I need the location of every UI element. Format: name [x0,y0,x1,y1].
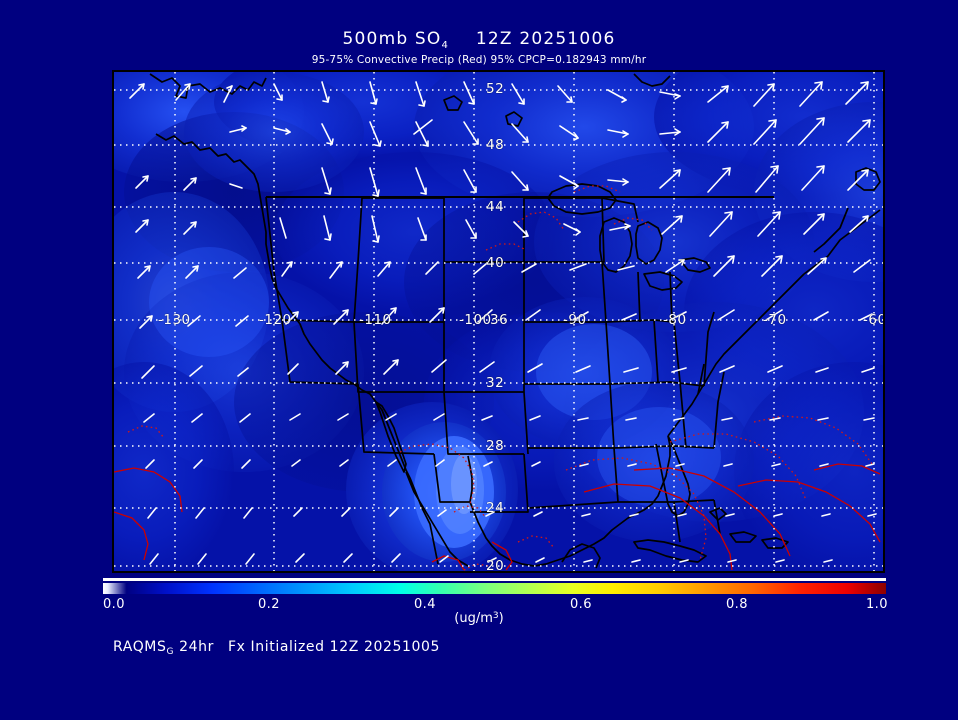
colorbar-unit-exponent: 3 [492,611,499,621]
page-subtitle: 95-75% Convective Precip (Red) 95% CPCP=… [311,54,647,66]
title-species: 500mb SO [342,29,442,49]
title-valid-time: 12Z 20251006 [475,29,616,49]
map-plot-panel[interactable]: 52 48 44 40 36 32 28 24 20 -130 -120 -11… [112,70,885,573]
footer-lead: 24hr [179,639,214,655]
colorbar-top-rule [103,578,886,581]
footer-model: RAQMS [113,639,167,655]
colorbar-unit-close: ) [498,611,504,626]
footer-init: Fx Initialized 12Z 20251005 [227,639,440,655]
colorbar-tick-4: 0.8 [726,597,748,612]
colorbar-unit-text: (ug/m [454,611,493,626]
colorbar[interactable] [103,583,886,594]
colorbar-tick-2: 0.4 [414,597,436,612]
convective-precip-contours-dotted [127,185,873,571]
colorbar-tick-1: 0.2 [258,597,280,612]
footer-model-subscript: G [166,647,175,657]
colorbar-tick-5: 1.0 [866,597,888,612]
footer-caption: RAQMSG 24hr Fx Initialized 12Z 20251005 [113,639,440,657]
page-title: 500mb SO4 12Z 20251006 [0,29,958,51]
wind-vectors [129,81,877,565]
colorbar-tick-3: 0.6 [570,597,592,612]
title-species-subscript: 4 [441,40,448,51]
graticule-gridlines [114,72,883,571]
map-canvas [114,72,883,571]
coastlines-and-borders [149,73,881,569]
aerosol-shading [114,72,883,571]
colorbar-unit-label: (ug/m3) [0,611,958,626]
colorbar-tick-0: 0.0 [103,597,125,612]
convective-precip-contours [114,463,881,571]
